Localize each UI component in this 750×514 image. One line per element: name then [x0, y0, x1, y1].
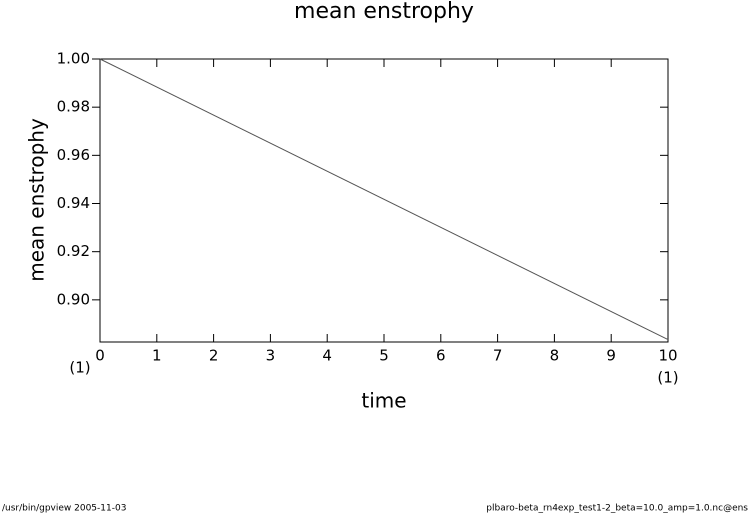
x-tick-label: 3 — [266, 347, 276, 365]
y-tick-label: 0.98 — [57, 98, 90, 116]
y-tick-label: 0.94 — [57, 194, 90, 212]
x-unit-label: (1) — [69, 359, 90, 377]
y-tick-label: 0.96 — [57, 146, 90, 164]
x-tick-label: 9 — [606, 347, 616, 365]
x-axis-label: time — [361, 389, 406, 413]
x-tick-label: 1 — [152, 347, 162, 365]
x-tick-label: 2 — [209, 347, 219, 365]
x-unit-label: (1) — [657, 369, 678, 387]
x-tick-label: 0 — [95, 347, 105, 365]
footer-right: plbaro-beta_rn4exp_test1-2_beta=10.0_amp… — [486, 504, 748, 514]
data-line — [99, 58, 669, 341]
y-axis-label: mean enstrophy — [25, 118, 49, 282]
y-tick-label: 1.00 — [57, 50, 90, 68]
y-tick-label: 0.90 — [57, 290, 90, 308]
x-tick-label: 6 — [436, 347, 446, 365]
footer-left: /usr/bin/gpview 2005-11-03 — [2, 504, 126, 514]
y-tick-label: 0.92 — [57, 242, 90, 260]
x-tick-label: 7 — [493, 347, 503, 365]
x-tick-label: 5 — [379, 347, 389, 365]
x-tick-label: 10 — [658, 347, 677, 365]
chart-title: mean enstrophy — [294, 0, 474, 24]
x-tick-label: 4 — [322, 347, 332, 365]
x-tick-label: 8 — [550, 347, 560, 365]
